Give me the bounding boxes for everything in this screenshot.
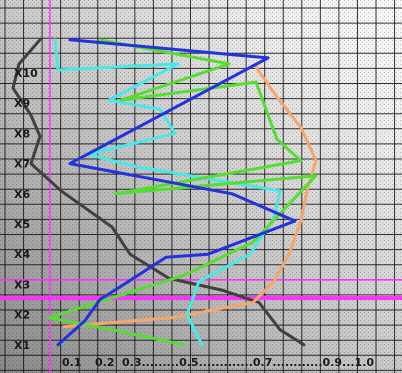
series-line-3: [53, 38, 282, 347]
x-tick-label: 0.1: [62, 356, 82, 369]
y-tick-label: X6: [14, 188, 30, 201]
series-line-4: [47, 38, 318, 347]
y-tick-label: X5: [14, 218, 30, 231]
y-tick-labels: X1 X2 X3 X4 X5 X6 X7 X8 X9 X10: [14, 67, 38, 352]
x-tick-label: 0.3.........0.5.............0.7.........…: [122, 356, 374, 369]
x-tick-label: 0.2: [95, 356, 115, 369]
series-line-5: [56, 38, 297, 347]
y-tick-label: X2: [14, 309, 30, 322]
y-tick-label: X10: [14, 67, 38, 80]
y-tick-label: X3: [14, 278, 30, 291]
series-line-2: [62, 65, 318, 329]
y-tick-label: X9: [14, 97, 30, 110]
y-tick-label: X7: [14, 158, 30, 171]
y-tick-label: X4: [14, 248, 30, 261]
series-lines: [11, 38, 318, 347]
y-tick-label: X8: [14, 127, 30, 140]
x-tick-labels: 0.1 0.2 0.3.........0.5.............0.7...…: [62, 356, 374, 369]
y-tick-label: X1: [14, 339, 30, 352]
